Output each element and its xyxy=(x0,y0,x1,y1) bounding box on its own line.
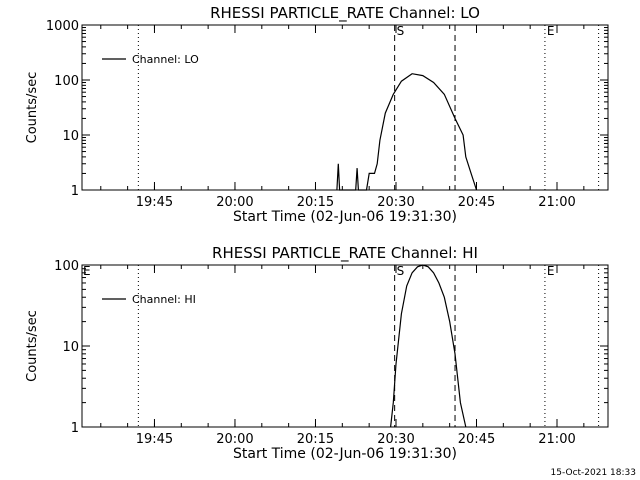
chart-title: RHESSI PARTICLE_RATE Channel: HI xyxy=(212,244,478,263)
y-tick-label: 100 xyxy=(54,74,79,89)
x-tick-label: 20:45 xyxy=(458,432,495,447)
x-tick-label: 20:00 xyxy=(216,432,253,447)
x-tick-label: 20:30 xyxy=(377,432,414,447)
timestamp-label: 15-Oct-2021 18:33 xyxy=(550,468,636,478)
y-tick-label: 1 xyxy=(71,421,79,436)
x-tick-label: 20:30 xyxy=(377,195,414,210)
marker-label: E xyxy=(547,264,555,278)
x-tick-label: 20:15 xyxy=(297,432,334,447)
chart-panel-0: RHESSI PARTICLE_RATE Channel: LO 1 10 100 10… xyxy=(25,4,609,225)
y-tick-label: 100 xyxy=(54,259,79,274)
marker-label: S xyxy=(397,264,405,278)
legend-label: Channel: LO xyxy=(132,53,199,66)
plot-frame xyxy=(81,264,609,428)
x-tick-label: 20:15 xyxy=(297,195,334,210)
y-axis-label: Counts/sec xyxy=(25,72,40,144)
edge-marker-label: E xyxy=(83,264,91,278)
y-tick-label: 10 xyxy=(62,129,79,144)
x-tick-label: 20:00 xyxy=(216,195,253,210)
chart-title: RHESSI PARTICLE_RATE Channel: LO xyxy=(210,4,480,23)
series-line xyxy=(390,264,467,428)
y-axis-label: Counts/sec xyxy=(25,310,40,382)
x-tick-label: 21:00 xyxy=(538,432,575,447)
x-tick-label: 19:45 xyxy=(136,432,173,447)
y-tick-label: 10 xyxy=(62,340,79,355)
marker-label: S xyxy=(397,24,405,38)
x-tick-label: 21:00 xyxy=(538,195,575,210)
y-tick-label: 1 xyxy=(71,184,79,199)
marker-label: E xyxy=(547,24,555,38)
y-tick-label: 1000 xyxy=(46,19,79,34)
x-tick-label: 19:45 xyxy=(136,195,173,210)
chart-panel-1: RHESSI PARTICLE_RATE Channel: HI 1 10 100 19… xyxy=(25,244,609,462)
legend-label: Channel: HI xyxy=(132,293,196,306)
x-axis-label: Start Time (02-Jun-06 19:31:30) xyxy=(233,446,457,462)
series-line xyxy=(336,73,478,191)
plot-frame xyxy=(81,24,609,191)
x-axis-label: Start Time (02-Jun-06 19:31:30) xyxy=(233,209,457,225)
x-tick-label: 20:45 xyxy=(458,195,495,210)
